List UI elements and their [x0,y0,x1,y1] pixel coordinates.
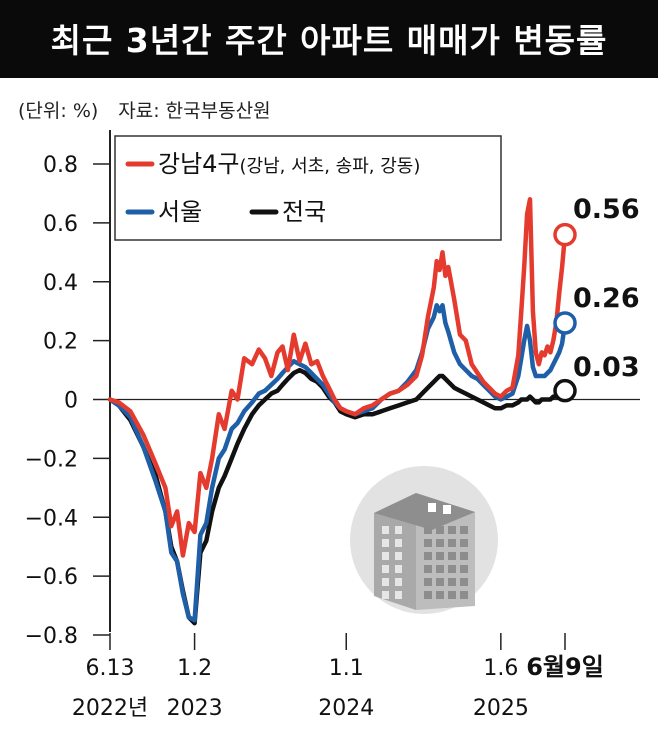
building-window [460,565,468,573]
x-tick-label: 6.13 [86,656,135,681]
y-tick-label: 0.2 [43,330,78,355]
series-layer [107,197,568,626]
y-axis: 0.8 0.6 0.4 0.2 0 −0.2 −0.4 −0.6 −0.8 [25,130,111,649]
building-window [448,591,456,599]
building-window [436,539,444,547]
y-tick-label: −0.4 [25,506,78,531]
y-tick-label: 0 [64,389,78,414]
building-window [436,552,444,560]
building-window [460,526,468,534]
series-line-gangnam [107,197,568,558]
source-label: 자료: 한국부동산원 [118,100,271,122]
x-year-label: 2022년 [72,696,148,721]
end-value-gangnam: 0.56 [573,194,640,225]
building-windows [382,526,468,599]
x-tick-label: 1.1 [329,656,364,681]
y-tick-label: −0.2 [25,447,78,472]
building-window [448,565,456,573]
x-tick-label: 1.2 [177,656,212,681]
building-window [382,565,389,573]
building-window [395,578,402,586]
building-window [460,578,468,586]
building-window [424,539,432,547]
building-window [448,578,456,586]
x-year-label: 2025 [473,696,529,721]
x-axis: 6.13 2022년 1.2 2023 1.1 2024 1.6 2025 6월9일 [72,633,604,721]
y-tick-label: −0.8 [25,624,78,649]
building-window [424,565,432,573]
end-marker-national [553,378,577,403]
legend-label-gangnam: 강남4구(강남, 서초, 송파, 강동) [158,150,420,178]
series-line-seoul [107,303,568,623]
y-tick-label: 0.8 [43,153,78,178]
end-marker-seoul [553,311,577,335]
building-window [460,539,468,547]
title-bar: 최근 3년간 주간 아파트 매매가 변동률 [0,0,658,78]
building-window [395,539,402,547]
legend-label-national: 전국 [282,198,326,226]
building-window [448,539,456,547]
end-labels: 0.56 0.26 0.03 [553,194,640,403]
building-illustration [350,466,498,614]
building-window [436,591,444,599]
building-window [382,552,389,560]
building-window [424,591,432,599]
building-window [448,526,456,534]
chart-meta: (단위: %) 자료: 한국부동산원 [18,96,271,123]
legend-box [114,135,502,241]
legend: 강남4구(강남, 서초, 송파, 강동) 서울 전국 [114,135,502,241]
roof-window [428,503,436,512]
building-window [424,578,432,586]
unit-label: (단위: %) [18,100,99,122]
x-year-label: 2024 [318,696,374,721]
building-window [436,565,444,573]
building-window [395,591,402,599]
building-window [436,578,444,586]
building-window [395,526,402,534]
series-line-national [107,367,568,626]
building-window [436,526,444,534]
y-ticks: 0.8 0.6 0.4 0.2 0 −0.2 −0.4 −0.6 −0.8 [25,153,110,649]
y-tick-label: −0.6 [25,565,78,590]
building-roof [374,493,475,530]
building-window [382,591,389,599]
x-year-label: 2023 [167,696,223,721]
end-value-national: 0.03 [573,352,640,383]
building-window [448,552,456,560]
legend-label-seoul: 서울 [158,198,202,226]
building-window [382,578,389,586]
roof-window [443,505,451,514]
x-tick-label: 1.6 [483,656,518,681]
building-window [424,552,432,560]
building-window [460,552,468,560]
building-window [382,539,389,547]
end-marker-gangnam [553,222,577,247]
building-window [395,552,402,560]
building-window [460,591,468,599]
building-window [395,565,402,573]
x-tick-label: 6월9일 [526,653,604,681]
y-tick-label: 0.6 [43,212,78,237]
end-value-seoul: 0.26 [573,283,640,314]
building-window [382,526,389,534]
y-tick-label: 0.4 [43,271,78,296]
chart-title: 최근 3년간 주간 아파트 매매가 변동률 [50,21,608,60]
building-window [424,526,432,534]
